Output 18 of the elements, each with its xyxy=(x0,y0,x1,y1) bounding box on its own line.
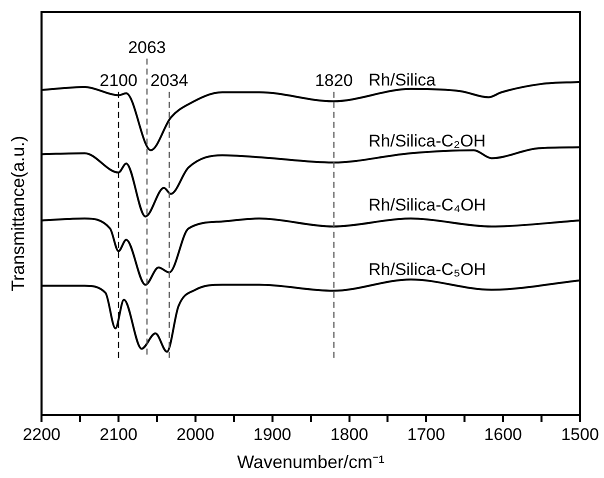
x-tick-label: 1900 xyxy=(253,424,292,444)
x-tick-label: 1500 xyxy=(561,424,599,444)
ref-line-label: 2034 xyxy=(150,71,188,90)
x-tick-label: 2000 xyxy=(176,424,214,444)
series-label: Rh/Silica-C₂OH xyxy=(368,132,486,151)
ref-line-label: 1820 xyxy=(314,71,353,90)
ref-line-label: 2063 xyxy=(128,38,166,57)
x-tick-label: 1800 xyxy=(330,424,368,444)
x-tick-label: 2200 xyxy=(22,424,61,444)
y-axis-title: Transmittance(a.u.) xyxy=(8,136,28,292)
series-label: Rh/Silica-C₄OH xyxy=(368,196,486,215)
x-tick-label: 1600 xyxy=(484,424,522,444)
series-label: Rh/Silica xyxy=(368,70,436,90)
ref-line-label: 2100 xyxy=(100,71,138,90)
series-label: Rh/Silica-C₅OH xyxy=(368,260,486,279)
x-axis-title: Wavenumber/cm⁻¹ xyxy=(237,452,384,472)
x-tick-label: 2100 xyxy=(100,424,138,444)
x-tick-label: 1700 xyxy=(407,424,446,444)
